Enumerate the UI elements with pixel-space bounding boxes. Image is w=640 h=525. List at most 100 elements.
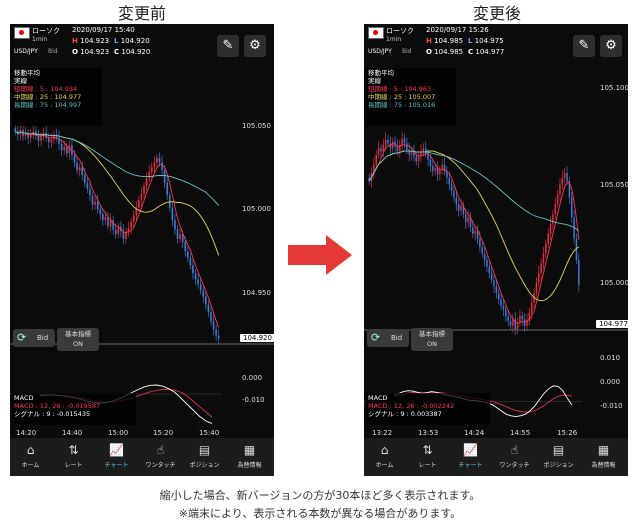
tab-rate[interactable]: ⇅ レート: [409, 438, 446, 476]
pencil-button[interactable]: ✎: [217, 35, 239, 57]
price-label: 105.000: [242, 205, 271, 213]
candle-body: [202, 290, 205, 297]
candle-body: [500, 299, 502, 307]
candle-body: [138, 199, 140, 208]
moving-average-line: [15, 131, 220, 206]
candle-body: [439, 169, 441, 175]
indicator-sub: 実線: [14, 77, 27, 85]
candle-body: [171, 207, 174, 221]
one-touch-icon: ☝: [156, 443, 165, 457]
candle-body: [53, 134, 55, 140]
price-chart[interactable]: [10, 62, 274, 370]
candle-body: [368, 177, 370, 182]
candle-body: [109, 220, 112, 227]
candle-body: [462, 205, 465, 214]
pair-label[interactable]: USD/JPY: [14, 48, 38, 55]
candle-body: [472, 227, 474, 234]
tab-one-touch[interactable]: ☝ ワンタッチ: [496, 438, 533, 476]
candle-body: [486, 260, 488, 267]
candle-body: [14, 128, 17, 132]
tab-label: レート: [418, 462, 437, 469]
mid-ma-label: 中期線 : 25 : 105.007: [368, 93, 436, 101]
candle-body: [538, 273, 540, 284]
candle-body: [207, 304, 210, 313]
settings-button[interactable]: ⚙: [600, 35, 622, 57]
tab-home[interactable]: ⌂ ホーム: [366, 438, 403, 476]
candle-body: [530, 302, 533, 313]
tab-home[interactable]: ⌂ ホーム: [12, 438, 49, 476]
candle-body: [519, 315, 521, 323]
current-price-tag: 104.920: [240, 334, 274, 342]
time-label: 13:53: [418, 429, 439, 437]
candle-body: [505, 309, 507, 316]
tab-rate[interactable]: ⇅ レート: [55, 438, 92, 476]
candle-body: [174, 220, 176, 230]
candle-body: [163, 170, 166, 183]
candle-body: [96, 201, 99, 210]
candle-body: [415, 156, 418, 162]
candle-body: [552, 214, 554, 224]
osc-label: 0.000: [242, 374, 263, 382]
bid-toggle-button[interactable]: ⟳ Bid: [367, 329, 409, 347]
tab-label: ワンタッチ: [499, 462, 530, 469]
candle-body: [387, 140, 389, 144]
time-label: 14:20: [16, 429, 37, 437]
arrow-icon: [288, 235, 352, 275]
candle-body: [122, 231, 125, 239]
candle-body: [184, 242, 187, 252]
price-chart[interactable]: [364, 62, 628, 370]
open-value: O 104.985: [426, 48, 464, 56]
candle-body: [150, 167, 153, 172]
tab-news[interactable]: ▦ 為替情報: [585, 438, 622, 476]
high-text: 104.985: [434, 37, 464, 45]
refresh-icon: ⟳: [17, 331, 27, 344]
tab-one-touch[interactable]: ☝ ワンタッチ: [142, 438, 179, 476]
candle-body: [413, 151, 415, 157]
after-title: 変更後: [472, 4, 521, 23]
candle-body: [408, 149, 410, 155]
tab-label: 為替情報: [237, 462, 262, 469]
candle-body: [215, 329, 217, 336]
candle-body: [47, 137, 50, 143]
short-ma-label: 短期線 : 5 : 104.934: [14, 85, 78, 93]
candle-body: [112, 220, 114, 230]
candle-body: [434, 167, 436, 172]
bid-toggle-button[interactable]: ⟳ Bid: [13, 329, 55, 347]
candle-body: [403, 138, 406, 144]
low-value: L 104.920: [114, 37, 150, 45]
macd-legend: MACD MACD : 12, 26 : -0.019587 シグナル : 9 …: [12, 393, 136, 425]
candle-body: [453, 190, 455, 198]
timeframe-label[interactable]: 1min: [32, 36, 48, 43]
osc-label: -0.010: [600, 402, 623, 410]
signal-line-label: シグナル : 9 : -0.015435: [14, 410, 91, 418]
candle-body: [68, 145, 71, 154]
indicator-toggle-button[interactable]: 基本指標 ON: [57, 328, 99, 351]
macd-legend: MACD MACD : 12, 26 : -0.002242 シグナル : 9 …: [366, 393, 490, 425]
tab-chart[interactable]: 📈 チャート: [452, 438, 489, 476]
candle-body: [514, 319, 516, 330]
high-text: 104.923: [80, 37, 110, 45]
timeframe-label[interactable]: 1min: [386, 36, 402, 43]
settings-button[interactable]: ⚙: [244, 35, 266, 57]
pencil-button[interactable]: ✎: [573, 35, 595, 57]
tab-news[interactable]: ▦ 為替情報: [231, 438, 268, 476]
candle-body: [448, 177, 451, 185]
candle-body: [132, 215, 135, 222]
tab-position[interactable]: ▤ ポジション: [186, 438, 223, 476]
candle-body: [571, 197, 573, 218]
candle-body: [205, 296, 207, 305]
candle-body: [194, 273, 197, 280]
pair-label[interactable]: USD/JPY: [368, 48, 392, 55]
candle-body: [512, 319, 514, 326]
candle-body: [467, 217, 469, 223]
tab-chart[interactable]: 📈 チャート: [98, 438, 135, 476]
tab-position[interactable]: ▤ ポジション: [540, 438, 577, 476]
candle-body: [380, 148, 382, 152]
candle-body: [528, 312, 531, 321]
indicator-title: 移動平均: [368, 69, 394, 77]
candle-body: [373, 164, 375, 173]
candle-body: [50, 139, 53, 143]
candle-body: [176, 229, 179, 239]
time-label: 15:26: [557, 429, 578, 437]
indicator-toggle-button[interactable]: 基本指標 ON: [411, 328, 453, 351]
